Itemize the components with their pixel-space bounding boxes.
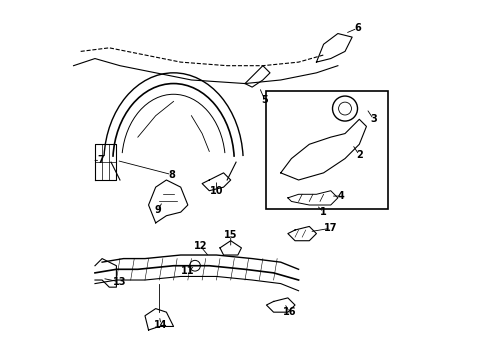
Text: 15: 15 <box>224 230 238 240</box>
Text: 17: 17 <box>324 223 338 233</box>
Text: 8: 8 <box>169 170 175 180</box>
Text: 4: 4 <box>338 191 345 201</box>
Text: 13: 13 <box>113 277 126 287</box>
Text: 14: 14 <box>154 320 168 330</box>
Text: 1: 1 <box>320 207 327 217</box>
Text: 12: 12 <box>194 241 207 251</box>
Text: 10: 10 <box>210 186 223 196</box>
Text: 3: 3 <box>370 114 377 124</box>
Bar <box>267 91 388 208</box>
Text: 16: 16 <box>283 307 296 317</box>
Text: 11: 11 <box>181 266 195 276</box>
Text: 6: 6 <box>354 23 361 33</box>
Text: 5: 5 <box>261 95 268 105</box>
Text: 9: 9 <box>154 205 161 215</box>
Text: 7: 7 <box>97 156 104 165</box>
Text: 2: 2 <box>356 150 363 160</box>
